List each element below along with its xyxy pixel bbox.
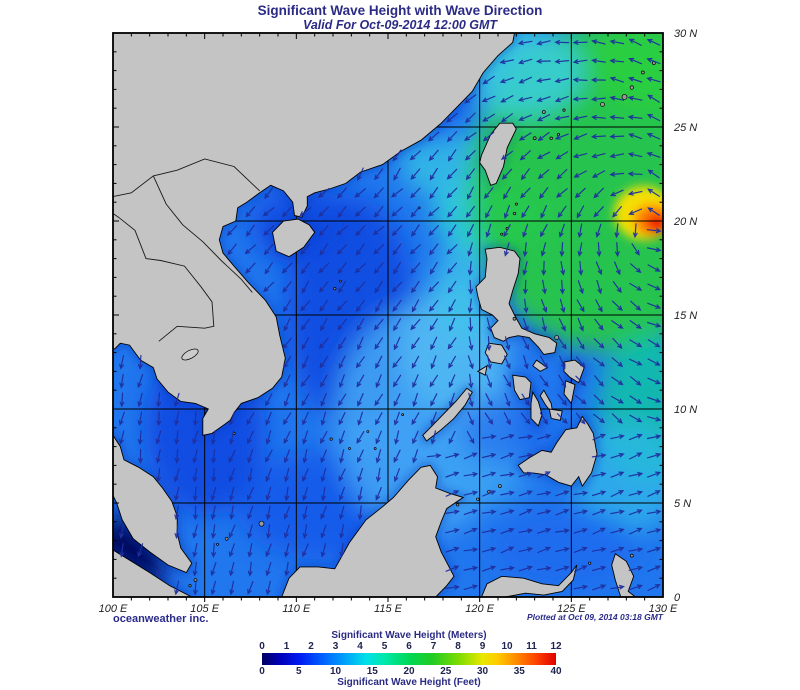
legend-meters-tick: 5 bbox=[381, 641, 388, 652]
landmass-bohol bbox=[548, 408, 563, 421]
landmass-leyte bbox=[563, 380, 576, 405]
legend-feet-tick: 15 bbox=[366, 666, 378, 677]
landmass-borneo bbox=[281, 464, 465, 597]
latitude-axis: 30 N 25 N 20 N 15 N 10 N 5 N 0 bbox=[673, 28, 697, 604]
landmass-palawan bbox=[422, 387, 473, 442]
legend-meters-tick: 2 bbox=[308, 641, 314, 652]
landmass-negros bbox=[530, 390, 543, 427]
legend-meters-tick: 6 bbox=[406, 641, 412, 652]
landmass-panay bbox=[512, 374, 532, 401]
legend-feet-tick: 20 bbox=[403, 666, 415, 677]
landmass-hainan bbox=[272, 218, 316, 258]
lon-axis-label: 105 E bbox=[190, 603, 219, 615]
legend-meters-tick: 4 bbox=[357, 641, 363, 652]
lon-axis-label: 100 E bbox=[99, 603, 128, 615]
lake-tonle-sap bbox=[181, 348, 199, 361]
chart-subtitle: Valid For Oct-09-2014 12:00 GMT bbox=[302, 18, 498, 32]
landmass-halmahera bbox=[611, 553, 637, 597]
landmass-mindoro bbox=[484, 342, 508, 365]
map-border bbox=[112, 32, 664, 598]
lat-axis-label: 10 N bbox=[674, 404, 697, 416]
landmass-malay bbox=[113, 434, 193, 574]
land-masses bbox=[113, 33, 637, 597]
lat-axis-label: 20 N bbox=[673, 216, 697, 228]
legend-colorbar bbox=[262, 653, 556, 665]
legend-feet-tick: 25 bbox=[440, 666, 452, 677]
lon-axis-label: 120 E bbox=[465, 603, 494, 615]
legend-feet-tick: 35 bbox=[513, 666, 525, 677]
lon-axis-label: 110 E bbox=[282, 603, 311, 615]
lat-axis-label: 30 N bbox=[674, 28, 697, 40]
landmass-busuanga bbox=[476, 364, 488, 376]
legend-feet-tick: 10 bbox=[329, 666, 342, 677]
landmass-sumatra bbox=[113, 549, 193, 597]
longitude-axis: 100 E 105 E 110 E 115 E 120 E 125 E 130 E bbox=[99, 603, 678, 615]
lon-axis-label: 115 E bbox=[374, 603, 403, 615]
lat-axis-label: 15 N bbox=[674, 310, 697, 322]
landmass-sulawesi bbox=[481, 564, 578, 597]
legend-meters-tick: 7 bbox=[430, 641, 437, 652]
wave-direction-arrows bbox=[119, 38, 662, 596]
legend-meters-title: Significant Wave Height (Meters) bbox=[331, 630, 487, 641]
chart-title: Significant Wave Height with Wave Direct… bbox=[257, 3, 543, 18]
typhoon-wave-maximum bbox=[614, 186, 663, 240]
landmass-luzon bbox=[475, 246, 558, 355]
legend-meters-tick: 1 bbox=[283, 641, 290, 652]
legend-feet-tick: 0 bbox=[259, 666, 265, 677]
lat-axis-label: 5 N bbox=[674, 498, 691, 510]
landmass-mindanao bbox=[517, 415, 598, 488]
legend-meters-tick: 9 bbox=[479, 641, 486, 652]
lat-axis-label: 25 N bbox=[673, 122, 697, 134]
legend-feet-tick: 30 bbox=[476, 666, 489, 677]
legend-feet-title: Significant Wave Height (Feet) bbox=[337, 677, 481, 688]
legend-meters-tick: 11 bbox=[526, 641, 537, 652]
legend-meters-tick: 3 bbox=[332, 641, 339, 652]
lon-axis-label: 125 E bbox=[557, 603, 586, 615]
landmass-samar bbox=[563, 359, 585, 384]
lon-axis-label: 130 E bbox=[649, 603, 678, 615]
plot-timestamp: Plotted at Oct 09, 2014 03:18 GMT bbox=[526, 612, 663, 622]
legend-meters-tick: 10 bbox=[501, 641, 513, 652]
legend-meters-tick: 12 bbox=[550, 641, 562, 652]
legend-feet-tick: 5 bbox=[295, 666, 302, 677]
lat-axis-label: 0 bbox=[674, 592, 681, 604]
legend-meters-tick: 8 bbox=[455, 641, 461, 652]
legend-meters-tick: 0 bbox=[259, 641, 265, 652]
legend-feet-tick: 40 bbox=[550, 666, 562, 677]
credit-text: oceanweather inc. bbox=[113, 613, 209, 625]
country-borders bbox=[113, 158, 261, 342]
